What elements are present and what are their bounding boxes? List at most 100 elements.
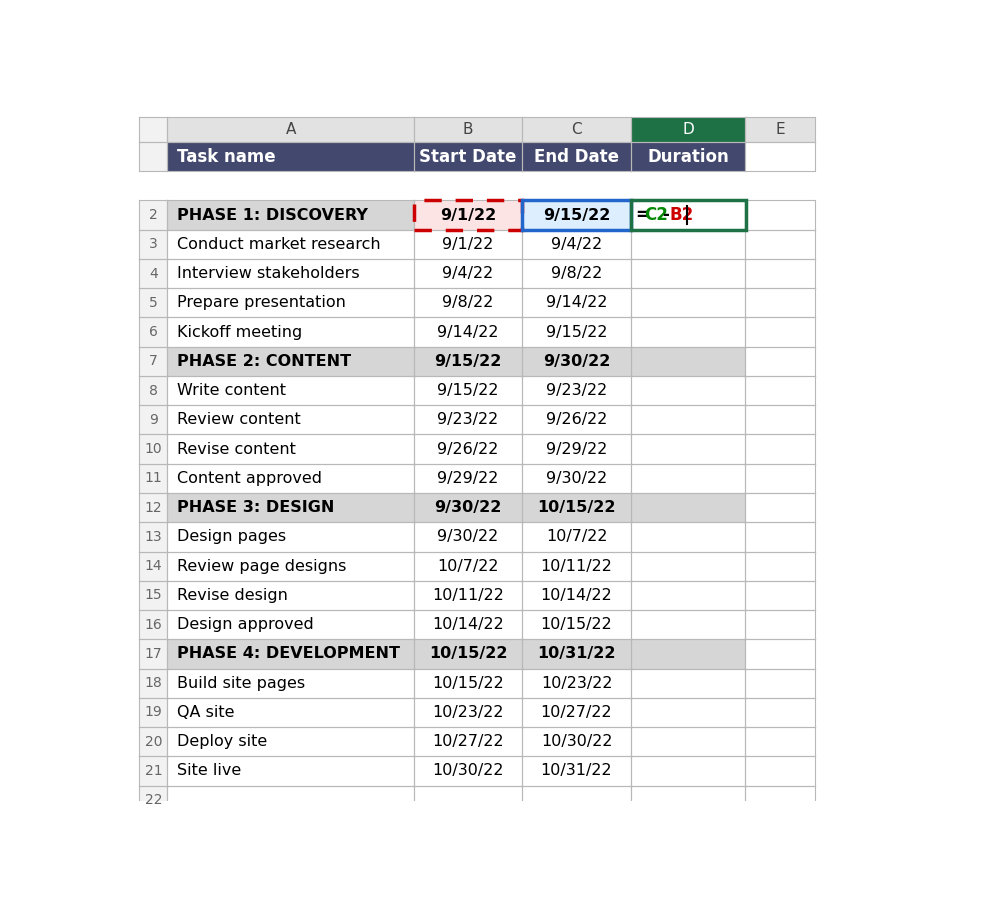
Bar	[745, 493, 814, 522]
Bar	[522, 756, 630, 786]
Text: Prepare presentation: Prepare presentation	[177, 295, 345, 310]
Text: B: B	[462, 122, 472, 137]
Bar	[745, 346, 814, 376]
Text: End Date: End Date	[534, 148, 619, 166]
Bar	[139, 464, 168, 493]
Bar	[168, 376, 413, 405]
Bar	[413, 639, 522, 669]
Text: 9/1/22: 9/1/22	[439, 208, 495, 222]
Bar	[413, 435, 522, 464]
Bar	[630, 639, 745, 669]
Text: Interview stakeholders: Interview stakeholders	[177, 266, 359, 281]
Bar	[168, 610, 413, 639]
Bar	[745, 610, 814, 639]
Bar	[745, 435, 814, 464]
Bar	[413, 786, 522, 815]
Bar	[630, 201, 745, 230]
Bar	[630, 669, 745, 698]
Bar	[630, 698, 745, 727]
Bar	[413, 580, 522, 610]
Bar	[168, 288, 413, 318]
Bar	[413, 201, 522, 230]
Text: PHASE 2: CONTENT: PHASE 2: CONTENT	[177, 354, 350, 369]
Bar	[168, 698, 413, 727]
Bar	[168, 230, 413, 259]
Text: Conduct market research: Conduct market research	[177, 237, 380, 252]
Text: 17: 17	[144, 647, 162, 661]
Text: 14: 14	[144, 559, 162, 573]
Bar	[413, 346, 522, 376]
Text: 9/15/22: 9/15/22	[543, 208, 610, 222]
Bar	[745, 230, 814, 259]
Bar	[522, 117, 630, 142]
Bar	[139, 756, 168, 786]
Bar	[168, 435, 413, 464]
Text: C: C	[571, 122, 582, 137]
Bar	[413, 201, 522, 230]
Bar	[745, 552, 814, 581]
Text: 9/23/22: 9/23/22	[437, 412, 498, 427]
Bar	[139, 376, 168, 405]
Bar	[745, 318, 814, 346]
Bar	[413, 552, 522, 581]
Text: Write content: Write content	[177, 383, 286, 398]
Text: 2: 2	[148, 208, 157, 222]
Bar	[168, 669, 413, 698]
Bar	[522, 435, 630, 464]
Text: QA site: QA site	[177, 705, 234, 720]
Text: 9/15/22: 9/15/22	[437, 383, 498, 398]
Bar	[413, 259, 522, 288]
Text: 9: 9	[148, 413, 157, 427]
Text: 9/14/22: 9/14/22	[437, 325, 498, 339]
Text: 12: 12	[144, 500, 162, 515]
Bar	[745, 580, 814, 610]
Text: 10/30/22: 10/30/22	[541, 734, 612, 749]
Text: 9/30/22: 9/30/22	[434, 500, 502, 515]
Bar	[630, 142, 745, 171]
Bar	[168, 318, 413, 346]
Bar	[139, 318, 168, 346]
Text: 9/4/22: 9/4/22	[551, 237, 602, 252]
Bar	[522, 259, 630, 288]
Bar	[139, 493, 168, 522]
Text: 16: 16	[144, 617, 162, 632]
Text: Review page designs: Review page designs	[177, 559, 346, 573]
Bar	[139, 435, 168, 464]
Bar	[630, 580, 745, 610]
Bar	[168, 639, 413, 669]
Text: 18: 18	[144, 676, 162, 690]
Text: E: E	[774, 122, 784, 137]
Bar	[522, 493, 630, 522]
Bar	[168, 522, 413, 552]
Bar	[745, 376, 814, 405]
Bar	[413, 756, 522, 786]
Text: 10/7/22: 10/7/22	[546, 529, 607, 544]
Text: 10/23/22: 10/23/22	[432, 705, 504, 720]
Text: B2: B2	[669, 206, 693, 224]
Text: 15: 15	[144, 589, 162, 602]
Bar	[630, 786, 745, 815]
Text: 9/26/22: 9/26/22	[546, 412, 607, 427]
Bar	[139, 259, 168, 288]
Text: 9/30/22: 9/30/22	[437, 529, 498, 544]
Text: Start Date: Start Date	[419, 148, 517, 166]
Bar	[139, 405, 168, 435]
Text: 10/11/22: 10/11/22	[431, 588, 504, 603]
Bar	[522, 346, 630, 376]
Text: 9/4/22: 9/4/22	[442, 266, 493, 281]
Text: 10/14/22: 10/14/22	[431, 617, 504, 632]
Bar	[139, 639, 168, 669]
Bar	[745, 117, 814, 142]
Bar	[413, 522, 522, 552]
Bar	[413, 318, 522, 346]
Bar	[139, 346, 168, 376]
Bar	[630, 346, 745, 376]
Bar	[630, 522, 745, 552]
Bar	[522, 201, 630, 230]
Bar	[522, 230, 630, 259]
Bar	[522, 786, 630, 815]
Bar	[413, 698, 522, 727]
Bar	[522, 522, 630, 552]
Text: 10/30/22: 10/30/22	[432, 763, 504, 778]
Bar	[745, 142, 814, 171]
